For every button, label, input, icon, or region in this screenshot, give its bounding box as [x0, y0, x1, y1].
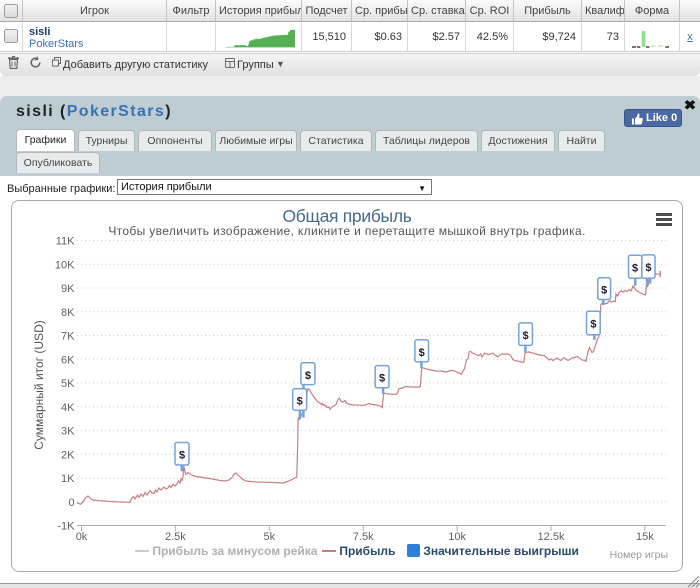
svg-text:Номер игры: Номер игры [610, 549, 668, 561]
svg-text:2K: 2K [61, 449, 75, 461]
svg-text:$: $ [305, 370, 311, 382]
svg-text:$: $ [601, 285, 607, 297]
svg-text:5K: 5K [61, 378, 75, 390]
svg-text:Суммарный итог (USD): Суммарный итог (USD) [32, 320, 46, 449]
svg-text:8K: 8K [61, 307, 75, 319]
svg-text:5k: 5k [263, 531, 275, 543]
svg-text:11K: 11K [56, 236, 75, 248]
svg-text:$: $ [590, 318, 596, 330]
svg-text:0: 0 [68, 497, 74, 509]
svg-text:3K: 3K [61, 426, 75, 438]
svg-text:9K: 9K [61, 283, 75, 295]
svg-text:$: $ [632, 262, 638, 274]
svg-text:4K: 4K [61, 402, 75, 414]
svg-text:12.5k: 12.5k [538, 531, 565, 543]
svg-text:7K: 7K [61, 331, 75, 343]
svg-text:6K: 6K [61, 354, 75, 366]
svg-text:2.5k: 2.5k [165, 531, 186, 543]
svg-text:$: $ [379, 373, 385, 385]
svg-text:$: $ [419, 347, 425, 359]
svg-text:1K: 1K [61, 473, 75, 485]
svg-text:15k: 15k [636, 531, 654, 543]
svg-text:10K: 10K [55, 259, 75, 271]
svg-text:$: $ [179, 450, 185, 462]
svg-text:-1K: -1K [57, 521, 75, 533]
svg-text:0k: 0k [76, 531, 88, 543]
svg-text:10k: 10k [448, 531, 466, 543]
svg-text:$: $ [523, 330, 529, 342]
svg-text:$: $ [645, 262, 651, 274]
svg-text:7.5k: 7.5k [353, 531, 374, 543]
svg-text:$: $ [297, 396, 303, 408]
